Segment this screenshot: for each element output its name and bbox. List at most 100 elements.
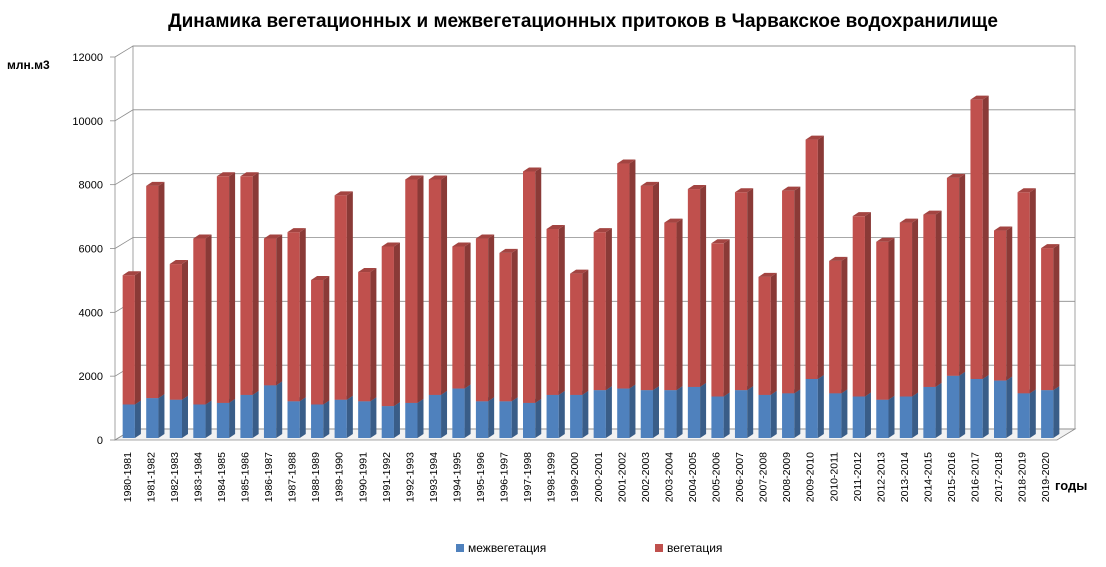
x-tick-label: 1981-1982 bbox=[145, 452, 157, 502]
bar-mezhvegetatsiya-1992-1993 bbox=[405, 398, 424, 438]
bar-vegetatsiya-1997-1998 bbox=[523, 167, 542, 403]
bar-vegetatsiya-1999-2000-front bbox=[570, 273, 583, 395]
bar-vegetatsiya-2017-2018 bbox=[994, 226, 1013, 381]
bar-vegetatsiya-2002-2003-front bbox=[640, 185, 653, 391]
bar-vegetatsiya-2013-2014 bbox=[899, 218, 919, 397]
bar-vegetatsiya-1982-1983 bbox=[169, 260, 188, 400]
x-tick-label: 1989-1990 bbox=[334, 452, 346, 502]
bar-vegetatsiya-2017-2018-top bbox=[994, 226, 1013, 231]
bar-mezhvegetatsiya-1985-1986-front bbox=[240, 394, 253, 438]
y-tick-label: 10000 bbox=[72, 116, 103, 128]
x-tick-label: 2005-2006 bbox=[711, 452, 723, 502]
bar-mezhvegetatsiya-2018-2019-side bbox=[1029, 389, 1036, 438]
bar-mezhvegetatsiya-2017-2018-side bbox=[1006, 376, 1013, 438]
bar-vegetatsiya-2013-2014-side bbox=[912, 218, 919, 397]
bar-mezhvegetatsiya-2014-2015 bbox=[923, 382, 942, 438]
x-tick-label: 2011-2012 bbox=[852, 452, 864, 502]
bar-vegetatsiya-1986-1987 bbox=[263, 234, 283, 386]
bar-vegetatsiya-1989-1990-side bbox=[346, 191, 353, 400]
bar-mezhvegetatsiya-1996-1997 bbox=[499, 397, 518, 438]
x-tick-label: 1980-1981 bbox=[122, 452, 134, 502]
bar-mezhvegetatsiya-2013-2014-side bbox=[912, 392, 919, 438]
x-tick-label: 1992-1993 bbox=[404, 452, 416, 502]
bar-mezhvegetatsiya-1985-1986 bbox=[240, 390, 259, 438]
bar-vegetatsiya-2018-2019-side bbox=[1029, 188, 1036, 394]
bar-mezhvegetatsiya-2008-2009-front bbox=[782, 393, 795, 438]
bar-mezhvegetatsiya-1991-1992 bbox=[381, 402, 400, 438]
bar-mezhvegetatsiya-2004-2005-side bbox=[700, 382, 707, 438]
bar-vegetatsiya-1981-1982-side bbox=[158, 181, 165, 399]
x-tick-label: 1996-1997 bbox=[499, 452, 511, 502]
bar-mezhvegetatsiya-2009-2010-side bbox=[817, 374, 824, 438]
bar-mezhvegetatsiya-2002-2003-front bbox=[640, 390, 653, 438]
bar-vegetatsiya-1986-1987-top bbox=[263, 234, 283, 239]
bar-vegetatsiya-2015-2016-front bbox=[946, 177, 960, 376]
bar-vegetatsiya-1991-1992-front bbox=[381, 246, 394, 407]
bar-mezhvegetatsiya-1998-1999-front bbox=[546, 394, 559, 438]
bar-vegetatsiya-2008-2009-top bbox=[782, 186, 801, 191]
gridline bbox=[114, 109, 1075, 122]
bar-mezhvegetatsiya-2014-2015-front bbox=[923, 386, 936, 438]
bar-vegetatsiya-2002-2003-top bbox=[640, 181, 659, 186]
bar-mezhvegetatsiya-2019-2020 bbox=[1041, 386, 1060, 438]
bar-vegetatsiya-1984-1985-side bbox=[229, 172, 236, 403]
bar-mezhvegetatsiya-1990-1991-side bbox=[370, 397, 377, 438]
bar-vegetatsiya-2019-2020-top bbox=[1041, 244, 1060, 249]
bar-vegetatsiya-1994-1995-top bbox=[452, 242, 471, 247]
bar-vegetatsiya-1993-1994-top bbox=[428, 175, 448, 180]
bar-mezhvegetatsiya-1995-1996-front bbox=[475, 401, 489, 438]
bar-mezhvegetatsiya-1982-1983-side bbox=[181, 395, 188, 438]
bar-vegetatsiya-2001-2002-side bbox=[629, 159, 636, 389]
y-tick-label: 4000 bbox=[79, 307, 103, 319]
bar-vegetatsiya-1990-1991-front bbox=[358, 272, 371, 402]
bar-mezhvegetatsiya-1993-1994-side bbox=[441, 390, 448, 438]
bar-vegetatsiya-2004-2005-side bbox=[700, 185, 707, 387]
bar-vegetatsiya-2009-2010-front bbox=[805, 139, 818, 379]
bar-mezhvegetatsiya-2018-2019 bbox=[1017, 389, 1036, 438]
bar-mezhvegetatsiya-1998-1999-side bbox=[558, 390, 565, 438]
bar-mezhvegetatsiya-2005-2006-front bbox=[711, 396, 724, 438]
bar-vegetatsiya-1980-1981 bbox=[122, 271, 141, 405]
bar-mezhvegetatsiya-2006-2007-side bbox=[747, 386, 754, 438]
x-tick-label: 2016-2017 bbox=[970, 452, 982, 502]
x-tick-label: 1999-2000 bbox=[569, 452, 581, 502]
x-axis-label: годы bbox=[1055, 478, 1087, 493]
bar-vegetatsiya-2008-2009-front bbox=[782, 190, 795, 394]
bar-vegetatsiya-1989-1990-top bbox=[334, 191, 353, 196]
bar-vegetatsiya-2018-2019 bbox=[1017, 188, 1036, 394]
bar-vegetatsiya-2006-2007-front bbox=[734, 192, 748, 391]
bar-vegetatsiya-1999-2000-top bbox=[570, 269, 589, 274]
x-tick-label: 2003-2004 bbox=[663, 452, 675, 502]
bar-vegetatsiya-2007-2008 bbox=[758, 272, 777, 395]
bar-mezhvegetatsiya-2012-2013-side bbox=[888, 395, 895, 438]
y-tick-label: 2000 bbox=[79, 371, 103, 383]
bar-mezhvegetatsiya-2006-2007 bbox=[734, 386, 754, 438]
bar-vegetatsiya-2006-2007 bbox=[734, 188, 754, 391]
bar-mezhvegetatsiya-2005-2006-side bbox=[723, 392, 730, 438]
bar-mezhvegetatsiya-1999-2000-front bbox=[570, 394, 583, 438]
x-tick-label: 2010-2011 bbox=[828, 452, 840, 502]
axis-labels: 0 2000 4000 6000 8000 10000 12000 1980-1981 1981… bbox=[72, 52, 1052, 502]
bar-vegetatsiya-1987-1988-top bbox=[287, 228, 306, 233]
bar-vegetatsiya-1995-1996 bbox=[475, 234, 495, 402]
chart-title: Динамика вегетационных и межвегетационны… bbox=[168, 11, 998, 32]
bar-vegetatsiya-2018-2019-top bbox=[1017, 188, 1036, 193]
x-tick-label: 2002-2003 bbox=[640, 452, 652, 502]
bar-vegetatsiya-1990-1991-top bbox=[358, 268, 377, 273]
bar-vegetatsiya-1993-1994 bbox=[428, 175, 448, 395]
bar-vegetatsiya-1986-1987-side bbox=[276, 234, 283, 386]
bar-vegetatsiya-1988-1989-front bbox=[311, 280, 324, 405]
bar-mezhvegetatsiya-2010-2011 bbox=[829, 389, 848, 438]
bar-vegetatsiya-2011-2012-front bbox=[852, 216, 865, 397]
bar-mezhvegetatsiya-2016-2017 bbox=[970, 374, 989, 438]
bar-mezhvegetatsiya-1991-1992-side bbox=[393, 402, 400, 438]
bar-vegetatsiya-1994-1995-front bbox=[452, 246, 465, 389]
bar-mezhvegetatsiya-1994-1995-front bbox=[452, 388, 465, 438]
bar-vegetatsiya-2019-2020 bbox=[1041, 244, 1060, 391]
x-tick-label: 2019-2020 bbox=[1040, 452, 1052, 502]
bar-vegetatsiya-1998-1999-top bbox=[546, 224, 565, 229]
bar-mezhvegetatsiya-1989-1990-side bbox=[346, 395, 353, 438]
bar-mezhvegetatsiya-1993-1994-front bbox=[428, 394, 442, 438]
bar-vegetatsiya-1988-1989-side bbox=[323, 276, 330, 405]
bar-vegetatsiya-2005-2006 bbox=[711, 239, 730, 397]
